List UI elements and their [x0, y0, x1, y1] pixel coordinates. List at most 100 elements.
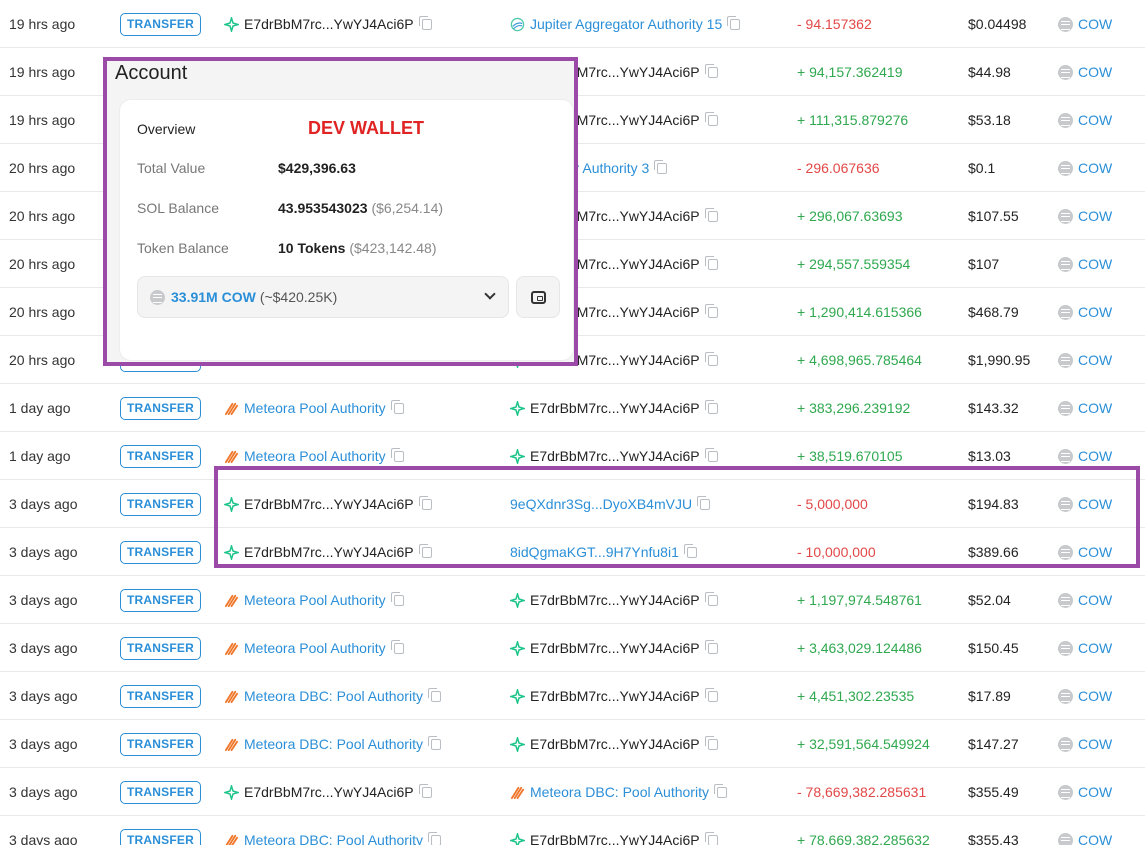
from-address-text[interactable]: Meteora DBC: Pool Authority: [244, 832, 423, 845]
copy-icon[interactable]: [390, 591, 404, 606]
token-link[interactable]: COW: [1058, 736, 1112, 752]
to-address[interactable]: E7drBbM7rc...YwYJ4Aci6P: [510, 591, 718, 608]
from-address[interactable]: Meteora Pool Authority: [224, 639, 404, 656]
from-address-text[interactable]: Meteora Pool Authority: [244, 640, 386, 656]
token-link[interactable]: COW: [1058, 304, 1112, 320]
token-link[interactable]: COW: [1058, 544, 1112, 560]
copy-icon[interactable]: [418, 783, 432, 798]
copy-icon[interactable]: [427, 831, 441, 845]
copy-icon[interactable]: [704, 639, 718, 654]
from-address-text[interactable]: Meteora Pool Authority: [244, 448, 386, 464]
token-link[interactable]: COW: [1058, 496, 1112, 512]
token-link[interactable]: COW: [1058, 400, 1112, 416]
token-link[interactable]: COW: [1058, 688, 1112, 704]
copy-icon[interactable]: [704, 687, 718, 702]
copy-icon[interactable]: [727, 15, 741, 30]
to-address[interactable]: E7drBbM7rc...YwYJ4Aci6P: [510, 399, 718, 416]
to-address[interactable]: E7drBbM7rc...YwYJ4Aci6P: [510, 735, 718, 752]
value-cell: $44.98: [968, 64, 1011, 80]
token-link[interactable]: COW: [1058, 352, 1112, 368]
copy-icon[interactable]: [654, 159, 668, 174]
from-address[interactable]: E7drBbM7rc...YwYJ4Aci6P: [224, 495, 432, 512]
transfer-badge: TRANSFER: [120, 540, 201, 564]
copy-icon[interactable]: [704, 399, 718, 414]
to-address-text: E7drBbM7rc...YwYJ4Aci6P: [530, 592, 700, 608]
from-address[interactable]: Meteora DBC: Pool Authority: [224, 687, 441, 704]
to-address-text[interactable]: 8idQgmaKGT...9H7Ynfu8i1: [510, 544, 679, 560]
time-cell: 20 hrs ago: [9, 160, 76, 176]
copy-icon[interactable]: [704, 255, 718, 270]
token-link[interactable]: COW: [1058, 784, 1112, 800]
from-address[interactable]: E7drBbM7rc...YwYJ4Aci6P: [224, 543, 432, 560]
copy-icon[interactable]: [704, 207, 718, 222]
time-cell: 20 hrs ago: [9, 304, 76, 320]
from-address[interactable]: E7drBbM7rc...YwYJ4Aci6P: [224, 783, 432, 800]
time-cell: 20 hrs ago: [9, 208, 76, 224]
copy-icon[interactable]: [713, 783, 727, 798]
to-address[interactable]: 9eQXdnr3Sg...DyoXB4mVJU: [510, 495, 711, 512]
token-link[interactable]: COW: [1058, 112, 1112, 128]
to-cell: E7drBbM7rc...YwYJ4Aci6P: [510, 624, 718, 672]
from-address[interactable]: Meteora Pool Authority: [224, 591, 404, 608]
from-address[interactable]: Meteora DBC: Pool Authority: [224, 735, 441, 752]
copy-icon[interactable]: [390, 639, 404, 654]
to-address[interactable]: Meteora DBC: Pool Authority: [510, 783, 727, 800]
from-address-text[interactable]: Meteora DBC: Pool Authority: [244, 688, 423, 704]
cow-token-icon: [1058, 496, 1073, 512]
to-address-text[interactable]: Jupiter Aggregator Authority 15: [530, 16, 723, 32]
token-link[interactable]: COW: [1058, 832, 1112, 845]
token-link[interactable]: COW: [1058, 640, 1112, 656]
to-address[interactable]: E7drBbM7rc...YwYJ4Aci6P: [510, 687, 718, 704]
copy-icon[interactable]: [418, 495, 432, 510]
token-select[interactable]: 33.91M COW (~$420.25K): [137, 276, 509, 318]
copy-icon[interactable]: [704, 111, 718, 126]
from-address-text[interactable]: Meteora Pool Authority: [244, 592, 386, 608]
copy-icon[interactable]: [427, 735, 441, 750]
from-cell: Meteora Pool Authority: [224, 432, 404, 480]
to-address[interactable]: Jupiter Aggregator Authority 15: [510, 15, 741, 32]
from-address[interactable]: Meteora DBC: Pool Authority: [224, 831, 441, 845]
copy-icon[interactable]: [683, 543, 697, 558]
copy-icon[interactable]: [704, 591, 718, 606]
copy-icon[interactable]: [704, 735, 718, 750]
to-address[interactable]: E7drBbM7rc...YwYJ4Aci6P: [510, 639, 718, 656]
copy-icon[interactable]: [390, 399, 404, 414]
copy-icon[interactable]: [704, 303, 718, 318]
from-address-text[interactable]: Meteora Pool Authority: [244, 400, 386, 416]
copy-icon[interactable]: [697, 495, 711, 510]
token-link[interactable]: COW: [1058, 160, 1112, 176]
token-link[interactable]: COW: [1058, 208, 1112, 224]
to-address[interactable]: E7drBbM7rc...YwYJ4Aci6P: [510, 447, 718, 464]
copy-icon[interactable]: [418, 543, 432, 558]
amount-cell: + 38,519.670105: [797, 448, 903, 464]
to-address[interactable]: 8idQgmaKGT...9H7Ynfu8i1: [510, 543, 697, 560]
copy-icon[interactable]: [390, 447, 404, 462]
token-link[interactable]: COW: [1058, 256, 1112, 272]
token-cell: COW: [1058, 768, 1112, 816]
to-address[interactable]: E7drBbM7rc...YwYJ4Aci6P: [510, 831, 718, 845]
token-link[interactable]: COW: [1058, 448, 1112, 464]
copy-icon[interactable]: [704, 351, 718, 366]
from-address-text[interactable]: Meteora DBC: Pool Authority: [244, 736, 423, 752]
from-address[interactable]: Meteora Pool Authority: [224, 447, 404, 464]
token-link[interactable]: COW: [1058, 64, 1112, 80]
table-row: 19 hrs ago TRANSFER E7drBbM7rc...YwYJ4Aci6…: [0, 0, 1145, 48]
from-address[interactable]: Meteora Pool Authority: [224, 399, 404, 416]
value-cell: $143.32: [968, 400, 1019, 416]
wallet-button[interactable]: [516, 276, 560, 318]
from-address[interactable]: E7drBbM7rc...YwYJ4Aci6P: [224, 15, 432, 32]
to-address-text[interactable]: 9eQXdnr3Sg...DyoXB4mVJU: [510, 496, 693, 512]
copy-icon[interactable]: [418, 15, 432, 30]
token-link[interactable]: COW: [1058, 16, 1112, 32]
meteora-icon: [224, 642, 239, 655]
account-popup: Account Overview DEV WALLET Total Value …: [103, 57, 578, 366]
copy-icon[interactable]: [427, 687, 441, 702]
jupiter-icon: [510, 17, 525, 31]
token-name: COW: [1078, 736, 1113, 752]
copy-icon[interactable]: [704, 831, 718, 845]
to-address-text[interactable]: Meteora DBC: Pool Authority: [530, 784, 709, 800]
copy-icon[interactable]: [704, 63, 718, 78]
token-link[interactable]: COW: [1058, 592, 1112, 608]
value-cell: $53.18: [968, 112, 1011, 128]
copy-icon[interactable]: [704, 447, 718, 462]
